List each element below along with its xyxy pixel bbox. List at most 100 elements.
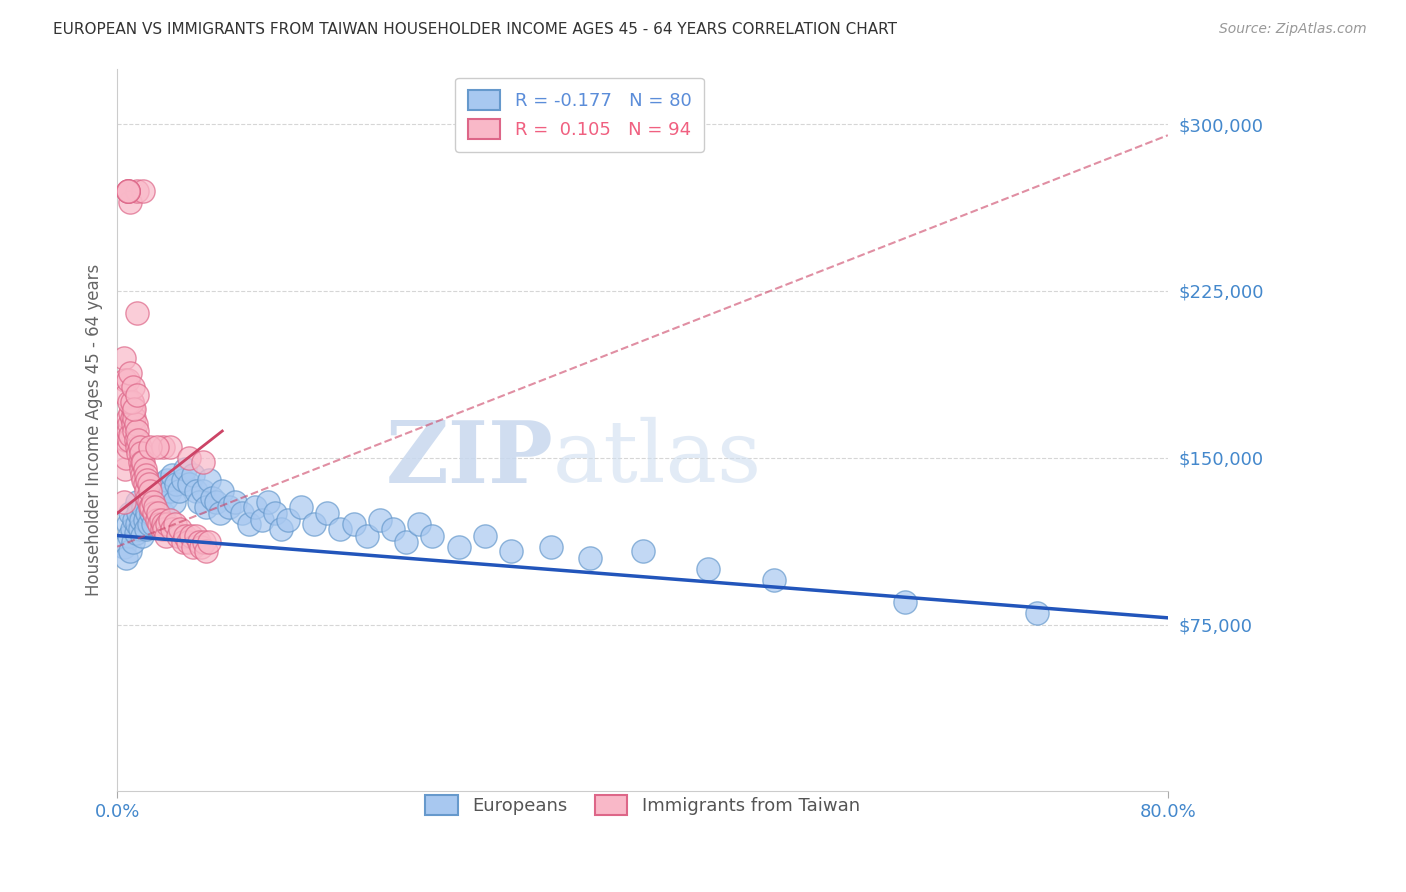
Point	[579, 550, 602, 565]
Point	[125, 440, 148, 454]
Point	[139, 484, 162, 499]
Point	[159, 440, 181, 454]
Point	[408, 517, 430, 532]
Point	[180, 528, 202, 542]
Point	[122, 401, 145, 416]
Point	[128, 455, 150, 469]
Point	[195, 500, 218, 514]
Point	[250, 513, 273, 527]
Point	[117, 184, 139, 198]
Point	[136, 491, 159, 505]
Point	[187, 495, 209, 509]
Point	[211, 484, 233, 499]
Point	[124, 433, 146, 447]
Point	[131, 455, 153, 469]
Point	[135, 468, 157, 483]
Point	[152, 506, 174, 520]
Point	[122, 535, 145, 549]
Point	[120, 428, 142, 442]
Point	[138, 517, 160, 532]
Legend: Europeans, Immigrants from Taiwan: Europeans, Immigrants from Taiwan	[415, 784, 870, 826]
Point	[139, 500, 162, 514]
Point	[631, 544, 654, 558]
Point	[118, 417, 141, 432]
Point	[167, 484, 190, 499]
Point	[132, 184, 155, 198]
Point	[121, 395, 143, 409]
Point	[125, 388, 148, 402]
Point	[115, 388, 138, 402]
Point	[121, 410, 143, 425]
Point	[114, 373, 136, 387]
Point	[179, 450, 201, 465]
Point	[231, 506, 253, 520]
Point	[132, 455, 155, 469]
Point	[155, 491, 177, 505]
Point	[127, 433, 149, 447]
Point	[145, 484, 167, 499]
Point	[124, 417, 146, 432]
Point	[120, 406, 142, 420]
Point	[316, 506, 339, 520]
Point	[115, 433, 138, 447]
Point	[131, 528, 153, 542]
Point	[195, 544, 218, 558]
Point	[422, 528, 444, 542]
Point	[198, 473, 221, 487]
Point	[190, 540, 212, 554]
Point	[540, 540, 562, 554]
Point	[191, 455, 214, 469]
Point	[198, 535, 221, 549]
Point	[146, 506, 169, 520]
Point	[129, 462, 152, 476]
Point	[120, 544, 142, 558]
Point	[117, 410, 139, 425]
Y-axis label: Householder Income Ages 45 - 64 years: Householder Income Ages 45 - 64 years	[86, 264, 103, 596]
Point	[277, 513, 299, 527]
Point	[138, 477, 160, 491]
Point	[122, 379, 145, 393]
Point	[121, 395, 143, 409]
Point	[302, 517, 325, 532]
Point	[139, 440, 162, 454]
Point	[117, 440, 139, 454]
Text: Source: ZipAtlas.com: Source: ZipAtlas.com	[1219, 22, 1367, 37]
Point	[201, 491, 224, 505]
Point	[125, 306, 148, 320]
Point	[149, 477, 172, 491]
Point	[112, 495, 135, 509]
Point	[122, 417, 145, 432]
Point	[129, 446, 152, 460]
Point	[136, 506, 159, 520]
Point	[342, 517, 364, 532]
Point	[134, 477, 156, 491]
Point	[122, 513, 145, 527]
Point	[114, 462, 136, 476]
Point	[134, 462, 156, 476]
Point	[125, 424, 148, 438]
Point	[166, 528, 188, 542]
Point	[125, 495, 148, 509]
Point	[163, 517, 186, 532]
Point	[162, 468, 184, 483]
Point	[118, 433, 141, 447]
Point	[191, 484, 214, 499]
Point	[243, 500, 266, 514]
Point	[145, 513, 167, 527]
Point	[165, 477, 187, 491]
Point	[128, 522, 150, 536]
Point	[263, 506, 285, 520]
Point	[155, 528, 177, 542]
Point	[208, 506, 231, 520]
Point	[115, 550, 138, 565]
Point	[117, 517, 139, 532]
Point	[290, 500, 312, 514]
Point	[501, 544, 523, 558]
Point	[257, 495, 280, 509]
Point	[174, 528, 197, 542]
Point	[183, 540, 205, 554]
Point	[270, 522, 292, 536]
Point	[356, 528, 378, 542]
Point	[117, 184, 139, 198]
Point	[132, 500, 155, 514]
